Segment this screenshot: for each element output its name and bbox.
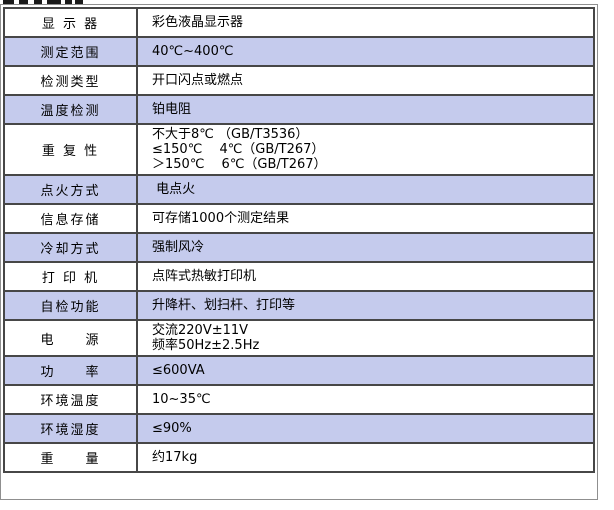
spec-value-line: 电点火	[152, 182, 196, 197]
spec-value: 开口闪点或燃点	[136, 65, 595, 96]
table-row: 电 源交流220V±11V 频率50Hz±2.5Hz	[3, 319, 595, 357]
spec-label: 测定范围	[3, 36, 138, 67]
spec-value: 可存储1000个测定结果	[136, 203, 595, 234]
spec-label: 点火方式	[3, 174, 138, 205]
table-row: 环境湿度 ≤90%	[3, 413, 595, 444]
spec-label: 重 复 性	[3, 123, 138, 176]
spec-value: 彩色液晶显示器	[136, 7, 595, 38]
spec-value: 交流220V±11V 频率50Hz±2.5Hz	[136, 319, 595, 357]
table-row: 功 率 ≤600VA	[3, 355, 595, 386]
spec-value-line: 铂电阻	[152, 102, 192, 117]
spec-value: 强制风冷	[136, 232, 595, 263]
spec-value: 不大于8℃ （GB/T3536） ≤150℃ 4℃（GB/T267） ＞150℃ 6…	[136, 123, 595, 176]
spec-value: 10~35℃	[136, 384, 595, 415]
spec-label: 电 源	[3, 319, 138, 357]
table-row: 温度检测 铂电阻	[3, 94, 595, 125]
table-row: 显 示 器彩色液晶显示器	[3, 7, 595, 38]
spec-value-line: 点阵式热敏打印机	[152, 269, 257, 284]
spec-value: 约17kg	[136, 442, 595, 473]
spec-label: 环境温度	[3, 384, 138, 415]
spec-value-line: 10~35℃	[152, 392, 211, 407]
spec-value: ≤90%	[136, 413, 595, 444]
spec-value-line: ≤150℃ 4℃（GB/T267）	[152, 142, 325, 157]
spec-label: 显 示 器	[3, 7, 138, 38]
spec-value-line: 强制风冷	[152, 240, 205, 255]
spec-table-wrapper: 显 示 器彩色液晶显示器 测定范围 40℃~400℃ 检测类型 开口闪点或燃点 温度检测铂…	[0, 4, 598, 500]
spec-value-line: 彩色液晶显示器	[152, 15, 244, 30]
spec-value: 铂电阻	[136, 94, 595, 125]
spec-label: 冷却方式	[3, 232, 138, 263]
table-row: 信息存储 可存储1000个测定结果	[3, 203, 595, 234]
spec-value-line: ≤600VA	[152, 363, 205, 378]
spec-label: 功 率	[3, 355, 138, 386]
spec-value-line: 升降杆、划扫杆、打印等	[152, 298, 296, 313]
spec-value: ≤600VA	[136, 355, 595, 386]
spec-value: 点阵式热敏打印机	[136, 261, 595, 292]
table-row: 冷却方式 强制风冷	[3, 232, 595, 263]
spec-table: 显 示 器彩色液晶显示器 测定范围 40℃~400℃ 检测类型 开口闪点或燃点 温度检测铂…	[3, 7, 595, 473]
spec-label: 打 印 机	[3, 261, 138, 292]
table-row: 自检功能 升降杆、划扫杆、打印等	[3, 290, 595, 321]
table-row: 重 复 性不大于8℃ （GB/T3536） ≤150℃ 4℃（GB/T267） ＞1…	[3, 123, 595, 176]
spec-value-line: ＞150℃ 6℃（GB/T267）	[152, 157, 327, 172]
spec-value-line: ≤90%	[152, 421, 192, 436]
spec-label: 温度检测	[3, 94, 138, 125]
spec-table-body: 显 示 器彩色液晶显示器 测定范围 40℃~400℃ 检测类型 开口闪点或燃点 温度检测铂…	[3, 7, 595, 473]
table-row: 测定范围 40℃~400℃	[3, 36, 595, 67]
table-row: 点火方式 电点火	[3, 174, 595, 205]
spec-label: 自检功能	[3, 290, 138, 321]
spec-value-line: 开口闪点或燃点	[152, 73, 244, 88]
clipped-text-fragment	[1, 0, 93, 4]
spec-value-line: 频率50Hz±2.5Hz	[152, 338, 260, 353]
spec-value: 电点火	[136, 174, 595, 205]
spec-value-line: 交流220V±11V	[152, 323, 249, 338]
spec-label: 信息存储	[3, 203, 138, 234]
table-row: 检测类型 开口闪点或燃点	[3, 65, 595, 96]
spec-label: 检测类型	[3, 65, 138, 96]
spec-value-line: 约17kg	[152, 450, 198, 465]
spec-value-line: 40℃~400℃	[152, 44, 234, 59]
spec-label: 重 量	[3, 442, 138, 473]
table-row: 环境温度 10~35℃	[3, 384, 595, 415]
table-row: 重 量约17kg	[3, 442, 595, 473]
spec-value: 升降杆、划扫杆、打印等	[136, 290, 595, 321]
spec-value: 40℃~400℃	[136, 36, 595, 67]
table-row: 打 印 机点阵式热敏打印机	[3, 261, 595, 292]
spec-label: 环境湿度	[3, 413, 138, 444]
spec-value-line: 不大于8℃ （GB/T3536）	[152, 127, 309, 142]
spec-value-line: 可存储1000个测定结果	[152, 211, 290, 226]
